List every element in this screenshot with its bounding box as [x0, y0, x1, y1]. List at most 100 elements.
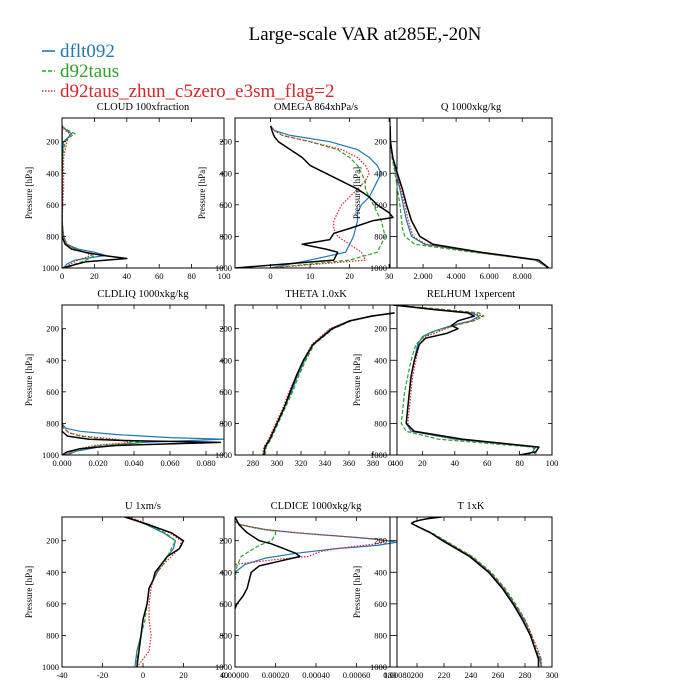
series-line-2: [411, 517, 542, 667]
panel-title: CLDLIQ 1000xkg/kg: [97, 289, 189, 300]
x-tick-label: 360: [343, 458, 356, 468]
y-tick-label: 1000: [370, 662, 387, 672]
y-tick-label: 1000: [42, 263, 59, 273]
y-tick-label: 600: [374, 200, 387, 210]
x-tick-label: 40: [451, 458, 460, 468]
series-line-1: [393, 305, 537, 455]
plot-frame: [61, 516, 225, 668]
panel-9: T 1xK Pressure [hPa] 180 200 220 240 260 280 300…: [352, 501, 558, 680]
x-tick-label: 0.00040: [302, 670, 330, 680]
panel-title: U 1xm/s: [125, 501, 161, 512]
series-line-reference: [263, 312, 395, 455]
series-line-2: [62, 125, 92, 268]
x-tick-label: 0.020: [88, 458, 107, 468]
x-tick-label: 0.040: [124, 458, 143, 468]
x-tick-label: 80: [187, 271, 196, 281]
y-tick-label: 400: [374, 168, 387, 178]
x-tick-label: -40: [56, 670, 67, 680]
panel-8: CLDICE 1000xkg/kg 0.00000 0.00020 0.00040 0.…: [215, 501, 411, 680]
legend-label-1: d92taus: [60, 61, 119, 82]
y-axis-label: Pressure [hPa]: [352, 354, 362, 406]
x-tick-label: 0.000: [52, 458, 71, 468]
panel-1: CLOUD 100xfraction Pressure [hPa] 0 20 40 60 8…: [24, 102, 230, 281]
y-tick-label: 800: [219, 630, 232, 640]
panel-title: Q 1000xkg/kg: [441, 102, 502, 113]
x-tick-label: 0.00000: [221, 670, 249, 680]
panel-title: OMEGA 864xhPa/s: [274, 102, 358, 113]
plot-frame: [389, 516, 553, 668]
y-tick-label: 400: [374, 567, 387, 577]
x-tick-label: 0.00060: [343, 670, 371, 680]
y-tick-label: 600: [46, 387, 59, 397]
series-line-0: [263, 312, 395, 455]
x-tick-label: 20: [418, 458, 427, 468]
series-line-2: [270, 125, 370, 268]
x-tick-label: -20: [97, 670, 108, 680]
series-line-1: [62, 125, 96, 268]
figure-title: Large-scale VAR at285E,-20N: [249, 24, 482, 45]
x-tick-label: 40: [123, 271, 132, 281]
y-tick-label: 600: [219, 200, 232, 210]
x-tick-label: 200: [411, 670, 424, 680]
x-tick-label: 10: [306, 271, 315, 281]
x-tick-label: 180: [384, 670, 397, 680]
plot-frame: [389, 304, 553, 456]
y-tick-label: 400: [46, 567, 59, 577]
y-tick-label: 400: [219, 567, 232, 577]
plot-frame: [234, 117, 398, 269]
x-tick-label: 320: [295, 458, 308, 468]
x-tick-label: 0: [60, 271, 64, 281]
y-tick-label: 200: [46, 137, 59, 147]
y-tick-label: 1000: [370, 263, 387, 273]
x-tick-label: 60: [483, 458, 492, 468]
x-tick-label: 0.080: [196, 458, 215, 468]
series-line-reference: [410, 517, 540, 667]
x-tick-label: 0: [388, 458, 392, 468]
y-tick-label: 600: [46, 200, 59, 210]
series-line-0: [126, 517, 176, 667]
panel-3: Q 1000xkg/kg Pressure [hPa] 2.000 4.000 6.00…: [352, 102, 553, 281]
x-tick-label: 20: [345, 271, 354, 281]
panel-2: OMEGA 864xhPa/s Pressure [hPa] 0 10 20 30 200 4…: [197, 102, 398, 281]
y-tick-label: 600: [46, 599, 59, 609]
panel-title: CLOUD 100xfraction: [97, 102, 190, 113]
y-tick-label: 200: [374, 137, 387, 147]
y-axis-label: Pressure [hPa]: [352, 167, 362, 219]
x-tick-label: 0.00080: [383, 670, 411, 680]
y-tick-label: 200: [374, 536, 387, 546]
x-tick-label: 40: [220, 670, 229, 680]
y-tick-label: 400: [46, 355, 59, 365]
plot-frame: [61, 304, 225, 456]
x-tick-label: 100: [218, 271, 231, 281]
plot-frame: [61, 117, 225, 269]
series-line-reference: [124, 517, 185, 667]
series-line-2: [128, 517, 183, 667]
y-tick-label: 600: [374, 599, 387, 609]
legend-label-2: d92taus_zhun_c5zero_e3sm_flag=2: [60, 81, 335, 102]
y-tick-label: 200: [219, 536, 232, 546]
panel-title: THETA 1.0xK: [285, 289, 347, 300]
y-tick-label: 600: [219, 599, 232, 609]
y-tick-label: 400: [374, 355, 387, 365]
x-tick-label: 300: [271, 458, 284, 468]
y-tick-label: 200: [219, 137, 232, 147]
x-tick-label: 60: [155, 271, 164, 281]
series-line-0: [390, 125, 550, 268]
y-tick-label: 1000: [215, 662, 232, 672]
y-tick-label: 200: [219, 324, 232, 334]
x-tick-label: 380: [367, 458, 380, 468]
panels: CLOUD 100xfraction Pressure [hPa] 0 20 40 60 8…: [24, 102, 558, 680]
x-tick-label: 0.060: [160, 458, 179, 468]
x-tick-label: 20: [179, 670, 188, 680]
y-tick-label: 800: [46, 630, 59, 640]
y-tick-label: 1000: [42, 450, 59, 460]
y-tick-label: 400: [219, 355, 232, 365]
x-tick-label: 100: [546, 458, 559, 468]
series-line-1: [390, 125, 550, 268]
series-line-reference: [62, 125, 128, 268]
series-line-2: [390, 125, 550, 268]
x-tick-label: 2.000: [413, 271, 432, 281]
series-line-1: [270, 125, 386, 268]
panel-7: U 1xm/s Pressure [hPa] -40 -20 0 20 40 200 400 60…: [24, 501, 228, 680]
